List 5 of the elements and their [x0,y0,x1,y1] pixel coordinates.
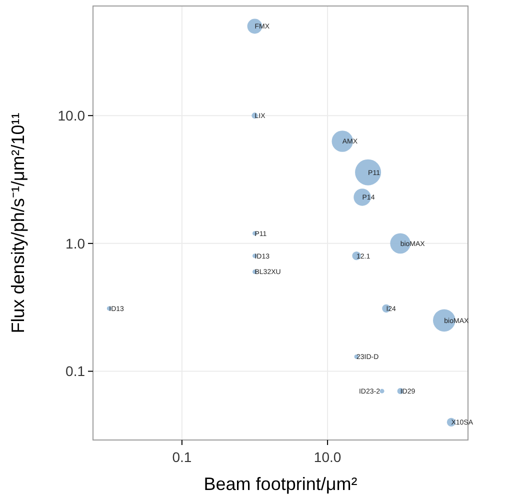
y-tick-label: 1.0 [66,235,86,252]
y-tick-label: 0.1 [66,363,86,380]
y-tick-label: 10.0 [58,108,86,124]
x-axis-title: Beam footprint/μm² [204,474,358,494]
y-axis-title: Flux density/ph/s⁻¹/μm²/10¹¹ [8,112,28,334]
